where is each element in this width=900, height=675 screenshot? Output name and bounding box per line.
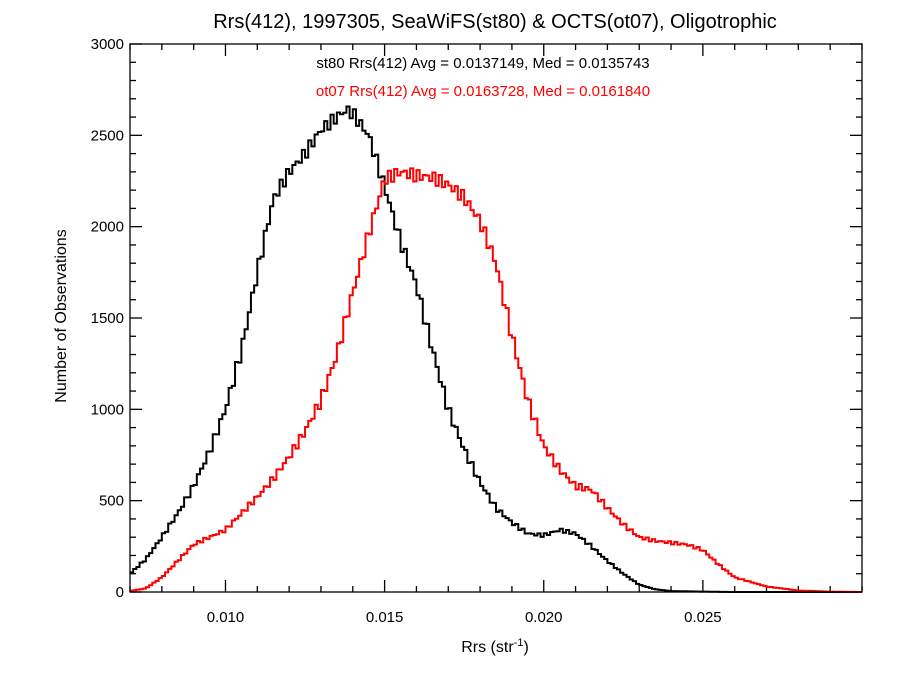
x-axis-label-superscript: -1 xyxy=(514,637,524,649)
plot-series xyxy=(130,105,862,593)
series-line-st80 xyxy=(130,105,862,593)
y-tick-label: 500 xyxy=(99,493,124,510)
x-axis-label-close: ) xyxy=(523,639,528,656)
x-tick-label: 0.025 xyxy=(684,609,722,626)
x-tick-label: 0.015 xyxy=(366,609,404,626)
stats-annotation-ot07: ot07 Rrs(412) Avg = 0.0163728, Med = 0.0… xyxy=(316,83,650,100)
stats-annotation-st80: st80 Rrs(412) Avg = 0.0137149, Med = 0.0… xyxy=(316,55,649,72)
y-tick-label: 2000 xyxy=(91,219,124,236)
x-axis-ticks: 0.010 0.015 0.020 0.025 xyxy=(129,44,863,626)
y-tick-label: 1000 xyxy=(91,401,124,418)
y-tick-label: 0 xyxy=(116,584,124,601)
y-tick-label: 2500 xyxy=(91,127,124,144)
x-axis-label: Rrs (str-1) xyxy=(461,637,529,656)
y-axis-ticks: 0 500 1000 1500 2000 2500 3000 xyxy=(91,36,862,601)
chart-title: Rrs(412), 1997305, SeaWiFS(st80) & OCTS(… xyxy=(213,11,777,33)
y-axis-label: Number of Observations xyxy=(53,229,70,402)
plot-frame xyxy=(129,43,863,593)
y-tick-label: 1500 xyxy=(91,310,124,327)
y-tick-label: 3000 xyxy=(91,36,124,53)
x-tick-label: 0.010 xyxy=(207,609,245,626)
x-axis-label-main: Rrs (str xyxy=(461,639,514,656)
x-tick-label: 0.020 xyxy=(525,609,563,626)
series-line-ot07 xyxy=(130,167,862,593)
